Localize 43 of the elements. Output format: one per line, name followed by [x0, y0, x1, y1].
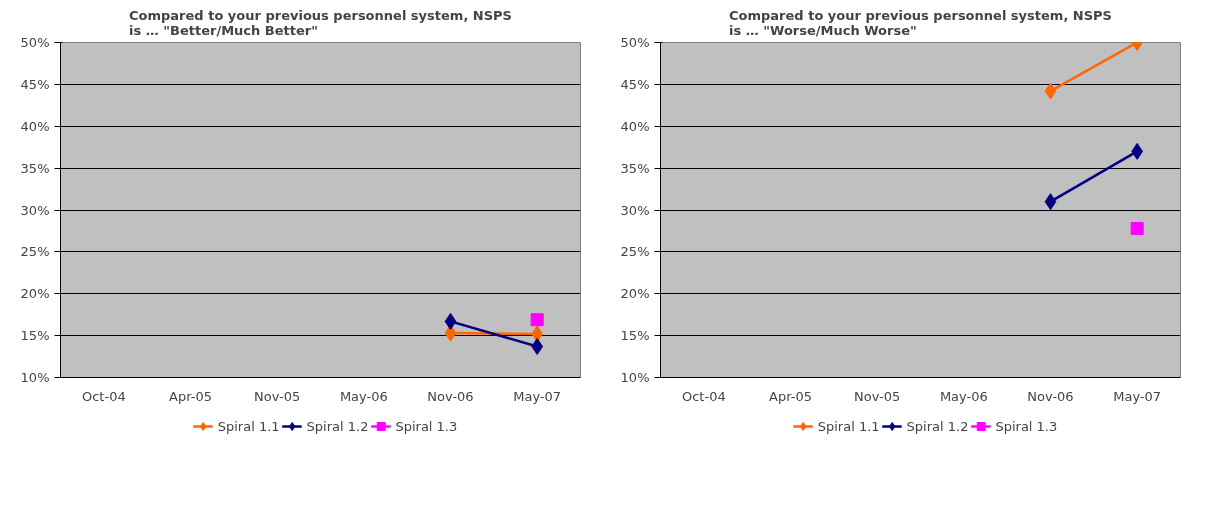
chart-title: Compared to your previous personnel system, NSPS is … "Better/Much Better"	[129, 7, 512, 38]
x-tick-label: May-07	[513, 388, 562, 404]
chart-title: Compared to your previous personnel system, NSPS is … "Worse/Much Worse"	[729, 7, 1112, 38]
legend-label: Spiral 1.2	[306, 418, 369, 434]
x-tick-label: Nov-05	[854, 388, 901, 404]
x-tick-label: Nov-06	[427, 388, 474, 404]
point	[1044, 82, 1057, 100]
y-tick-label: 30%	[20, 202, 50, 218]
x-tick-label: May-06	[939, 388, 988, 404]
y-tick-label: 10%	[20, 370, 50, 385]
legend-label: Spiral 1.3	[395, 418, 458, 434]
y-tick-label: 35%	[20, 160, 50, 176]
legend-label: Spiral 1.1	[817, 418, 880, 434]
x-tick-label: May-06	[339, 388, 388, 404]
y-tick-label: 20%	[20, 286, 50, 302]
y-tick-label: 25%	[620, 244, 650, 260]
y-tick-label: 40%	[20, 118, 50, 134]
point	[1044, 193, 1057, 211]
y-tick-label: 10%	[620, 370, 650, 385]
legend-label: Spiral 1.2	[906, 418, 969, 434]
y-tick-label: 50%	[20, 35, 50, 50]
y-tick-label: 45%	[20, 76, 50, 92]
point	[444, 312, 457, 330]
x-tick-label: Apr-05	[169, 388, 212, 404]
legend-label: Spiral 1.3	[995, 418, 1058, 434]
y-tick-label: 15%	[20, 328, 50, 344]
point	[530, 313, 544, 327]
y-tick-label: 30%	[620, 202, 650, 218]
y-tick-label: 25%	[20, 244, 50, 260]
x-tick-label: May-07	[1113, 388, 1162, 404]
x-tick-label: Nov-06	[1027, 388, 1074, 404]
x-tick-label: Oct-04	[81, 388, 126, 404]
y-tick-label: 35%	[620, 160, 650, 176]
legend-label: Spiral 1.1	[217, 418, 280, 434]
y-tick-label: 15%	[620, 328, 650, 344]
y-tick-label: 50%	[620, 35, 650, 50]
x-tick-label: Apr-05	[769, 388, 812, 404]
y-tick-label: 40%	[620, 118, 650, 134]
point	[1130, 221, 1144, 235]
y-tick-label: 20%	[620, 286, 650, 302]
x-tick-label: Oct-04	[681, 388, 726, 404]
y-tick-label: 45%	[620, 76, 650, 92]
x-tick-label: Nov-05	[254, 388, 301, 404]
